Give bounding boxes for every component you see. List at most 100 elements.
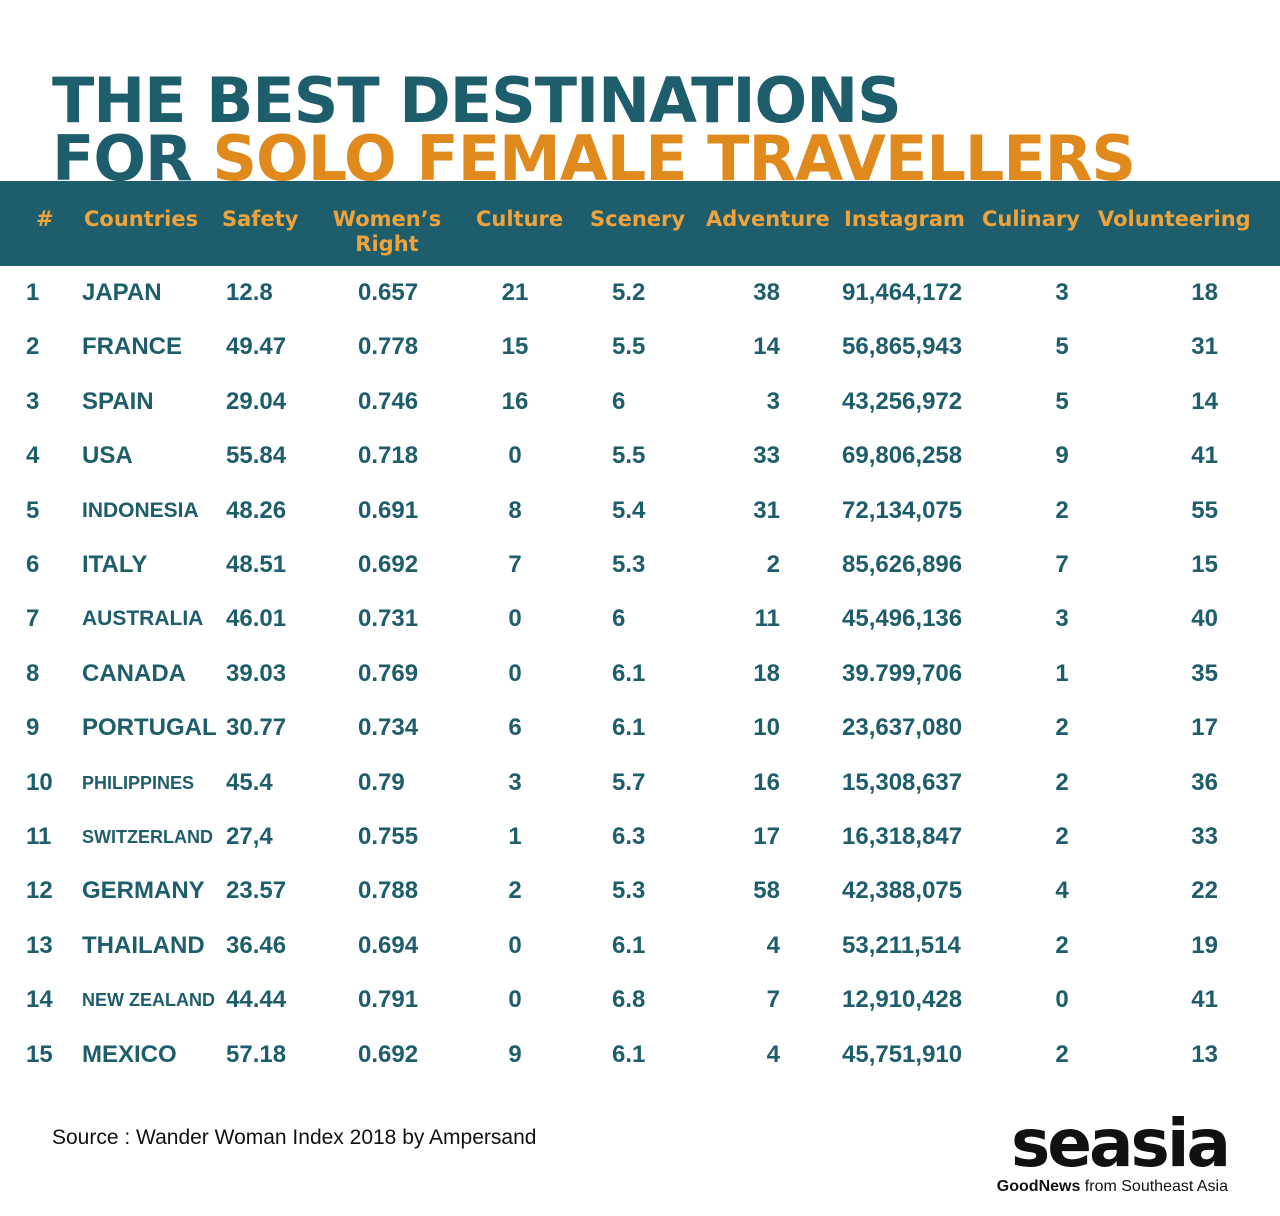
rank-cell: 6 (26, 551, 40, 578)
adventure-cell: 11 (754, 605, 780, 633)
womens-right-cell: 0.788 (358, 877, 419, 905)
adventure-cell: 16 (753, 768, 780, 796)
instagram-cell: 15,308,637 (842, 768, 963, 796)
scenery-cell: 6 (612, 387, 626, 415)
womens-right-cell: 0.692 (358, 1040, 419, 1068)
adventure-cell: 31 (753, 496, 780, 524)
title-line-2-accent: SOLO FEMALE TRAVELLERS (212, 121, 1136, 195)
safety-cell: 44.44 (226, 986, 287, 1014)
header-womens-right: Women’s Right (332, 207, 442, 257)
instagram-cell: 53,211,514 (842, 931, 961, 959)
instagram-cell: 39.799,706 (842, 659, 963, 687)
culture-cell: 0 (508, 986, 522, 1014)
culture-cell: 1 (508, 823, 522, 850)
header-culinary: Culinary (982, 207, 1080, 231)
safety-cell: 45.4 (226, 768, 273, 796)
country-cell: SWITZERLAND (82, 827, 213, 847)
rank-cell: 10 (26, 768, 53, 796)
culinary-cell: 0 (1055, 986, 1069, 1014)
rank-cell: 9 (26, 714, 40, 742)
safety-cell: 46.01 (226, 605, 287, 633)
volunteering-cell: 14 (1191, 387, 1218, 415)
volunteering-cell: 22 (1191, 877, 1218, 905)
table-row: 5 INDONESIA 48.26 0.691 8 5.4 31 72,134,075 2 55 (0, 484, 1280, 538)
header-volunteering: Volunteering (1098, 207, 1251, 231)
rank-cell: 7 (26, 605, 40, 633)
table-row: 2 FRANCE 49.47 0.778 15 5.5 14 56,865,943 5 31 (0, 320, 1280, 374)
country-cell: SPAIN (82, 387, 154, 415)
adventure-cell: 7 (766, 986, 780, 1014)
scenery-cell: 6.1 (612, 931, 646, 959)
rank-cell: 3 (26, 387, 40, 415)
rank-cell: 13 (26, 931, 53, 959)
adventure-cell: 2 (766, 551, 780, 578)
scenery-cell: 5.2 (612, 279, 646, 306)
instagram-cell: 12,910,428 (842, 986, 963, 1014)
adventure-cell: 58 (753, 877, 780, 905)
header-womens-right-line1: Women’s (332, 207, 442, 231)
volunteering-cell: 13 (1191, 1040, 1218, 1068)
country-cell: NEW ZEALAND (82, 990, 215, 1011)
table-row: 4 USA 55.84 0.718 0 5.5 33 69,806,258 9 41 (0, 429, 1280, 483)
volunteering-cell: 19 (1191, 931, 1218, 959)
table-header-band (0, 181, 1280, 266)
title-line-2: FOR SOLO FEMALE TRAVELLERS (52, 127, 1152, 189)
logo-wordmark: seasia (1010, 1105, 1231, 1182)
instagram-cell: 56,865,943 (842, 333, 963, 361)
instagram-cell: 85,626,896 (842, 551, 963, 578)
safety-cell: 49.47 (226, 333, 287, 361)
rank-cell: 12 (26, 877, 53, 905)
volunteering-cell: 33 (1191, 823, 1218, 850)
culture-cell: 0 (508, 442, 522, 470)
title-line-2-prefix: FOR (52, 121, 213, 195)
instagram-cell: 23,637,080 (842, 714, 963, 742)
adventure-cell: 4 (766, 1040, 780, 1068)
scenery-cell: 6.1 (612, 1040, 646, 1068)
header-countries: Countries (84, 207, 199, 231)
culinary-cell: 4 (1055, 877, 1069, 905)
seasia-logo: seasia GoodNews from Southeast Asia (988, 1105, 1231, 1196)
rank-cell: 5 (26, 496, 40, 524)
adventure-cell: 18 (753, 659, 780, 687)
header-womens-right-line2: Right (355, 232, 419, 256)
volunteering-cell: 55 (1191, 496, 1218, 524)
table-row: 6 ITALY 48.51 0.692 7 5.3 2 85,626,896 7 15 (0, 538, 1280, 592)
volunteering-cell: 17 (1191, 714, 1218, 742)
country-cell: AUSTRALIA (82, 607, 204, 631)
table-row: 13 THAILAND 36.46 0.694 0 6.1 4 53,211,514 2 19 (0, 919, 1280, 973)
country-cell: PHILIPPINES (82, 772, 195, 793)
table-row: 12 GERMANY 23.57 0.788 2 5.3 58 42,388,075 4 22 (0, 864, 1280, 918)
adventure-cell: 14 (753, 333, 780, 361)
adventure-cell: 3 (766, 387, 780, 415)
womens-right-cell: 0.746 (358, 387, 419, 415)
culinary-cell: 2 (1055, 823, 1069, 850)
header-culture: Culture (476, 207, 564, 231)
volunteering-cell: 15 (1191, 551, 1218, 578)
instagram-cell: 16,318,847 (842, 823, 963, 850)
womens-right-cell: 0.731 (358, 605, 419, 633)
womens-right-cell: 0.718 (358, 442, 419, 470)
header-safety: Safety (222, 207, 299, 231)
safety-cell: 55.84 (226, 442, 287, 470)
safety-cell: 30.77 (226, 714, 287, 742)
safety-cell: 57.18 (226, 1040, 287, 1068)
table-row: 8 CANADA 39.03 0.769 0 6.1 18 39.799,706 1 35 (0, 647, 1280, 701)
header-instagram: Instagram (844, 207, 965, 231)
culture-cell: 7 (508, 551, 522, 578)
volunteering-cell: 41 (1191, 442, 1218, 470)
table-row: 9 PORTUGAL 30.77 0.734 6 6.1 10 23,637,080 2 17 (0, 701, 1280, 755)
instagram-cell: 45,496,136 (842, 605, 963, 633)
scenery-cell: 6.3 (612, 823, 646, 850)
womens-right-cell: 0.691 (358, 496, 419, 524)
safety-cell: 27,4 (226, 823, 273, 850)
header-rank: # (36, 207, 54, 231)
logo-tagline-bold: GoodNews (996, 1178, 1081, 1195)
culture-cell: 8 (508, 496, 522, 524)
culture-cell: 16 (501, 387, 529, 415)
culinary-cell: 3 (1055, 279, 1069, 306)
adventure-cell: 38 (753, 279, 780, 306)
culture-cell: 0 (508, 659, 522, 687)
womens-right-cell: 0.778 (358, 333, 419, 361)
culture-cell: 0 (508, 931, 522, 959)
country-cell: GERMANY (82, 877, 205, 905)
